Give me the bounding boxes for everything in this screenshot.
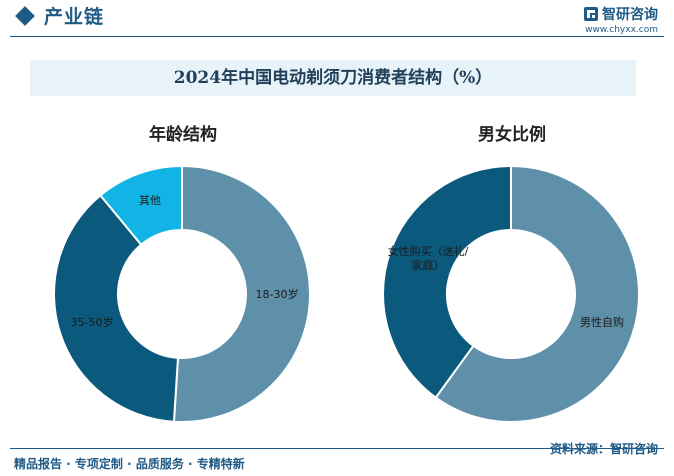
gender-chart-title: 男女比例 xyxy=(478,125,546,145)
age-slice-label-1: 35-50岁 xyxy=(71,315,114,329)
gender-slice-1 xyxy=(382,164,512,399)
header: 产业链 智研咨询 www.chyxx.com xyxy=(0,0,674,44)
age-slice-label-2: 其他 xyxy=(139,194,161,207)
chart-banner-title: 2024年中国电动剃须刀消费者结构（%） xyxy=(30,60,636,96)
footer-tagline: 精品报告 · 专项定制 · 品质服务 · 专精特新 xyxy=(14,457,245,471)
footer-divider xyxy=(10,448,664,449)
age-slice-label-0: 18-30岁 xyxy=(256,287,299,301)
gender-slice-0 xyxy=(434,164,640,423)
gender-slice-label-0: 男性自购 xyxy=(580,315,624,329)
brand-name: 智研咨询 xyxy=(602,7,658,23)
brand: 智研咨询 www.chyxx.com xyxy=(583,6,658,36)
section-title: 产业链 xyxy=(44,6,105,28)
age-slice-1 xyxy=(53,193,180,423)
brand-logo-icon xyxy=(584,7,598,21)
age-chart-title: 年龄结构 xyxy=(149,125,217,145)
gender-slice-label-1: 女性购买（送礼/家庭） xyxy=(388,244,469,272)
age-slice-2 xyxy=(99,164,183,247)
brand-url: www.chyxx.com xyxy=(585,25,658,35)
header-divider xyxy=(10,36,664,37)
brand-name-row: 智研咨询 xyxy=(583,6,658,24)
source-label: 资料来源：智研咨询 xyxy=(549,442,658,456)
age-slice-0 xyxy=(172,164,311,423)
